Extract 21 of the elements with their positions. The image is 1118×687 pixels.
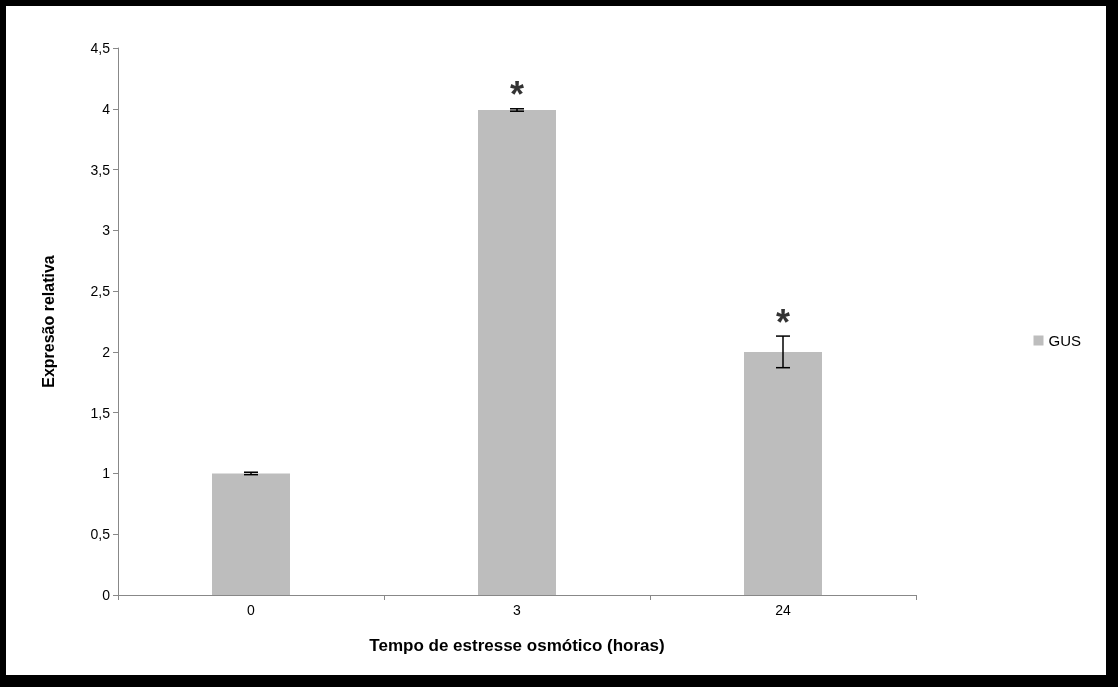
x-axis-title: Tempo de estresse osmótico (horas) bbox=[369, 636, 665, 655]
y-tick-label: 3,5 bbox=[90, 161, 111, 178]
bar bbox=[212, 473, 290, 595]
y-tick-label: 4 bbox=[102, 100, 111, 117]
annotation: * bbox=[775, 301, 791, 343]
y-tick-label: 0,5 bbox=[90, 526, 111, 543]
y-tick-label: 0 bbox=[102, 587, 111, 603]
y-axis-title: Expresão relativa bbox=[39, 255, 57, 388]
x-tick-label: 3 bbox=[513, 602, 522, 618]
y-tick-label: 3 bbox=[102, 222, 111, 239]
annotation: * bbox=[509, 74, 525, 116]
x-tick-label: 0 bbox=[247, 602, 256, 618]
bar bbox=[744, 351, 822, 595]
legend-label: GUS bbox=[1048, 332, 1082, 349]
y-tick-label: 2 bbox=[102, 343, 111, 360]
y-tick-label: 2,5 bbox=[90, 283, 111, 300]
y-tick-label: 1,5 bbox=[90, 404, 111, 421]
x-tick-label: 24 bbox=[775, 602, 791, 618]
bar bbox=[478, 109, 556, 595]
y-tick-label: 1 bbox=[102, 465, 111, 482]
y-tick-label: 4,5 bbox=[90, 40, 111, 56]
